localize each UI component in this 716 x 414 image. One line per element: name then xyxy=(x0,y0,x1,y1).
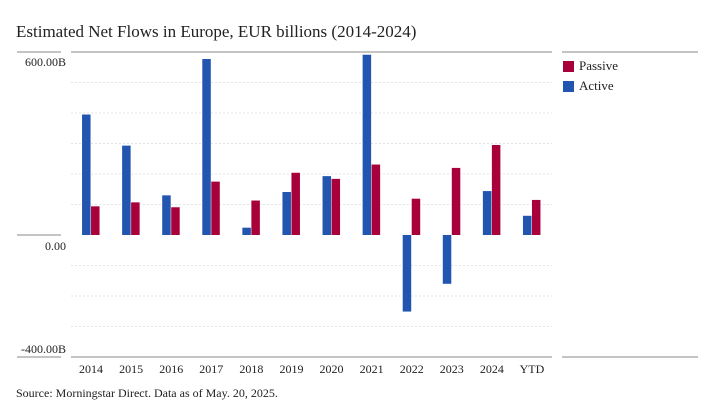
legend-label-passive: Passive xyxy=(579,58,618,73)
x-tick-label: 2015 xyxy=(119,362,143,376)
x-tick-label: 2023 xyxy=(440,362,464,376)
bar-active-ytd xyxy=(522,215,532,235)
bar-passive-2021 xyxy=(371,164,381,235)
bar-passive-2020 xyxy=(331,178,341,235)
x-tick-label: 2024 xyxy=(480,362,504,376)
bar-passive-2022 xyxy=(411,198,421,235)
legend-item-passive: Passive xyxy=(563,58,618,74)
x-tick-label: 2017 xyxy=(199,362,223,376)
bar-passive-2017 xyxy=(211,181,220,235)
bar-active-2015 xyxy=(122,145,131,235)
legend-label-active: Active xyxy=(579,78,614,93)
source-note: Source: Morningstar Direct. Data as of M… xyxy=(16,386,278,400)
bar-passive-2014 xyxy=(91,206,100,235)
bar-passive-2023 xyxy=(451,167,461,235)
bar-active-2016 xyxy=(162,195,171,235)
bar-active-2018 xyxy=(242,227,251,235)
bar-active-2014 xyxy=(82,114,91,235)
x-tick-label: 2016 xyxy=(159,362,183,376)
bar-passive-2015 xyxy=(131,202,140,235)
legend-swatch-active xyxy=(563,80,574,92)
x-tick-label: 2022 xyxy=(400,362,424,376)
x-tick-label: 2018 xyxy=(239,362,263,376)
x-tick-label: YTD xyxy=(520,362,545,376)
bar-active-2017 xyxy=(202,59,211,235)
x-tick-label: 2014 xyxy=(79,362,103,376)
bar-passive-ytd xyxy=(531,199,541,235)
legend-swatch-passive xyxy=(563,60,574,72)
bar-passive-2018 xyxy=(251,200,260,235)
x-tick-label: 2020 xyxy=(320,362,344,376)
x-tick-label: 2021 xyxy=(360,362,384,376)
bar-active-2021 xyxy=(362,54,372,236)
bar-passive-2016 xyxy=(171,207,180,235)
bar-passive-2024 xyxy=(491,145,501,235)
x-tick-label: 2019 xyxy=(279,362,303,376)
bar-active-2023 xyxy=(442,235,452,284)
bar-active-2024 xyxy=(482,191,492,235)
y-tick-label: 0.00 xyxy=(45,239,66,253)
bar-active-2022 xyxy=(402,235,412,312)
y-tick-label: -400.00B xyxy=(21,342,66,356)
bar-active-2020 xyxy=(322,176,332,235)
legend-item-active: Active xyxy=(563,78,614,94)
y-tick-label: 600.00B xyxy=(25,55,66,69)
bar-passive-2019 xyxy=(291,172,300,235)
bar-active-2019 xyxy=(282,191,291,235)
chart-title: Estimated Net Flows in Europe, EUR billi… xyxy=(16,22,417,41)
